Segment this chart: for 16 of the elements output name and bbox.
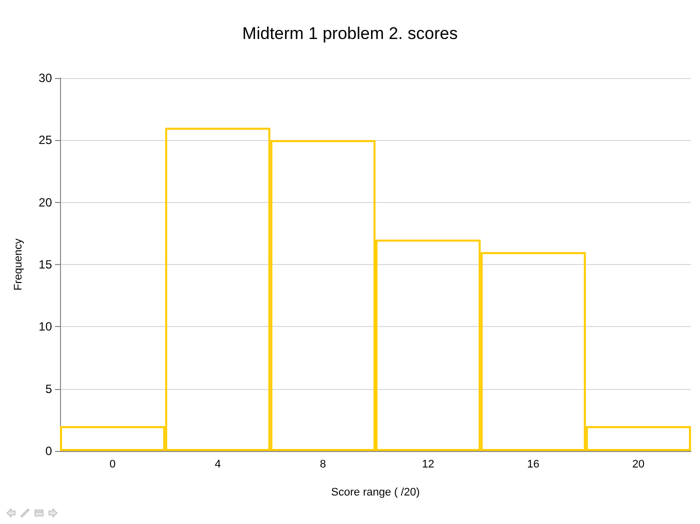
y-tick-label: 30 bbox=[38, 71, 52, 85]
y-tick-label: 5 bbox=[45, 382, 52, 396]
chart-title: Midterm 1 problem 2. scores bbox=[242, 24, 458, 43]
x-tick-label: 16 bbox=[527, 458, 540, 470]
x-tick-label: 8 bbox=[320, 458, 326, 470]
y-axis-title: Frequency bbox=[12, 238, 24, 290]
x-tick-label: 4 bbox=[214, 458, 221, 470]
y-tick-label: 20 bbox=[38, 195, 52, 210]
x-tick-label: 12 bbox=[422, 458, 434, 470]
y-tick-label: 0 bbox=[45, 444, 52, 458]
x-axis-title: Score range ( /20) bbox=[331, 486, 420, 498]
y-tick-label: 15 bbox=[38, 258, 52, 272]
x-tick-label: 0 bbox=[110, 458, 116, 470]
x-tick-label: 20 bbox=[632, 458, 645, 470]
y-tick-label: 10 bbox=[38, 320, 52, 334]
y-tick-label: 25 bbox=[38, 133, 52, 148]
